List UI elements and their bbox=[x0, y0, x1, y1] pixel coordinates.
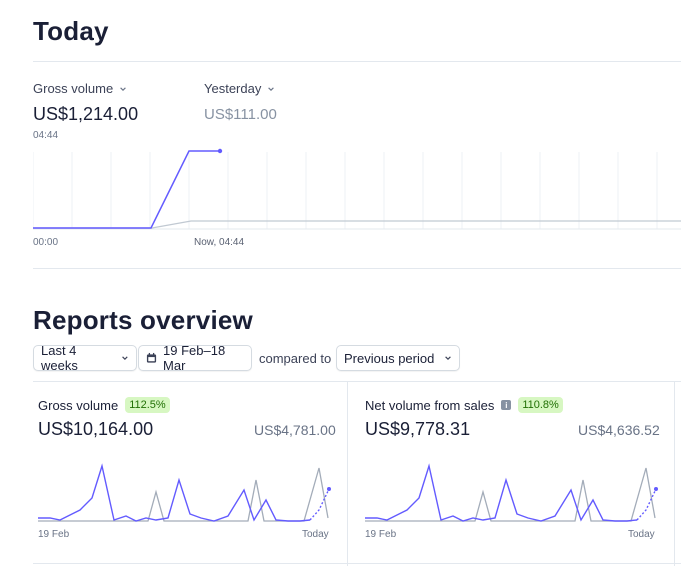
today-series-line bbox=[33, 150, 219, 229]
info-icon[interactable]: i bbox=[501, 400, 512, 410]
yesterday-series-line bbox=[33, 220, 681, 229]
reports-title: Reports overview bbox=[33, 305, 253, 335]
range-select[interactable]: Last 4 weeks bbox=[33, 343, 137, 373]
net-volume-sparkline bbox=[365, 463, 658, 522]
chevron-down-icon bbox=[268, 86, 275, 91]
section-divider bbox=[33, 268, 681, 269]
card-axis-start: 19 Feb bbox=[38, 529, 70, 540]
date-range-picker[interactable]: 19 Feb–18 Mar bbox=[138, 343, 252, 373]
card-label: Net volume from sales bbox=[365, 397, 495, 413]
chevron-down-icon bbox=[122, 356, 128, 361]
today-chart bbox=[33, 148, 681, 230]
card-separator bbox=[674, 381, 675, 566]
current-period-projection bbox=[636, 488, 657, 521]
calendar-icon bbox=[146, 352, 157, 363]
today-series-end-point bbox=[217, 148, 223, 154]
compared-to-label: compared to bbox=[259, 351, 332, 366]
card-value: US$10,164.00 bbox=[38, 419, 154, 439]
card-separator bbox=[347, 381, 348, 566]
comparison-select-label: Previous period bbox=[344, 350, 435, 366]
cards-bottom-border bbox=[33, 563, 681, 564]
gross-volume-sparkline bbox=[38, 463, 331, 522]
yesterday-value: US$111.00 bbox=[204, 106, 277, 123]
current-period-end-point bbox=[654, 487, 658, 491]
growth-badge: 112.5% bbox=[125, 397, 170, 413]
current-period-end-point bbox=[327, 487, 331, 491]
current-period-line bbox=[38, 463, 311, 522]
chevron-down-icon bbox=[445, 356, 451, 361]
comparison-select[interactable]: Previous period bbox=[336, 345, 460, 371]
gross-volume-selector[interactable]: Gross volume bbox=[33, 81, 127, 96]
growth-badge: 110.8% bbox=[518, 397, 563, 413]
card-value: US$9,778.31 bbox=[365, 419, 471, 439]
card-net-volume-header[interactable]: Net volume from sales i 110.8% bbox=[365, 397, 563, 413]
date-range-label: 19 Feb–18 Mar bbox=[163, 343, 226, 373]
gross-volume-value: US$1,214.00 bbox=[33, 104, 139, 124]
gross-volume-label: Gross volume bbox=[33, 81, 114, 96]
chevron-down-icon bbox=[120, 86, 126, 91]
gross-volume-time: 04:44 bbox=[33, 130, 59, 141]
yesterday-label: Yesterday bbox=[204, 81, 262, 96]
today-title: Today bbox=[33, 16, 109, 46]
yesterday-selector[interactable]: Yesterday bbox=[204, 81, 275, 96]
today-divider bbox=[33, 61, 681, 62]
cards-top-border bbox=[33, 381, 681, 382]
range-select-label: Last 4 weeks bbox=[41, 343, 78, 373]
card-previous-value: US$4,636.52 bbox=[578, 422, 660, 438]
card-axis-end: Today bbox=[628, 529, 655, 540]
card-previous-value: US$4,781.00 bbox=[254, 422, 336, 438]
card-label: Gross volume bbox=[38, 397, 119, 413]
today-axis-start: 00:00 bbox=[33, 237, 59, 248]
current-period-projection bbox=[309, 488, 330, 521]
current-period-line bbox=[365, 463, 638, 522]
today-axis-now: Now, 04:44 bbox=[194, 237, 245, 248]
card-axis-end: Today bbox=[302, 529, 329, 540]
card-gross-volume-header[interactable]: Gross volume 112.5% bbox=[38, 397, 170, 413]
card-axis-start: 19 Feb bbox=[365, 529, 397, 540]
